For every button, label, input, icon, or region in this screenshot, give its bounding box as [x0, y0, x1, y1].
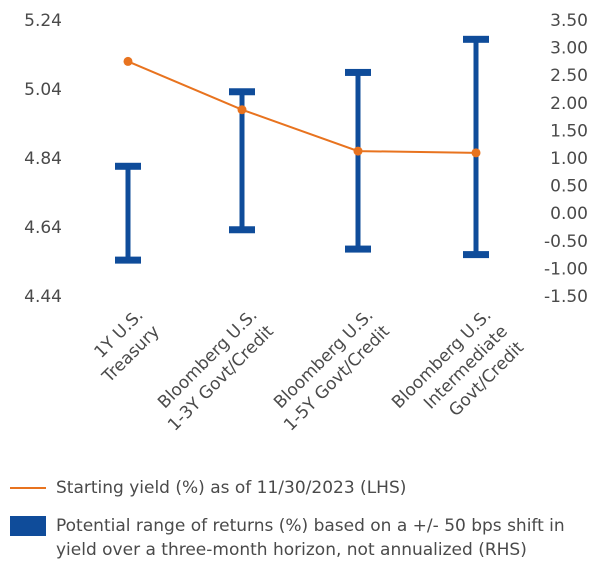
right-axis: 3.50 3.00 2.50 2.00 1.50 1.00 0.50 0.00 -0.50 -1.…	[544, 11, 588, 307]
range-bar-low-cap	[229, 226, 255, 234]
left-tick-label: 5.24	[24, 11, 62, 31]
right-tick-label: 0.00	[550, 204, 588, 224]
yield-point	[123, 56, 133, 66]
yield-line-series	[123, 56, 481, 158]
yield-line	[127, 60, 477, 154]
yield-point	[353, 146, 363, 156]
legend-label-range: Potential range of returns (%) based on …	[56, 516, 565, 560]
category-label: 1Y U.S.Treasury	[82, 305, 164, 387]
category-label: Bloomberg U.S.1-5Y Govt/Credit	[264, 305, 394, 435]
range-bar-low-cap	[115, 256, 141, 264]
range-bar	[345, 68, 371, 253]
left-tick-label: 5.04	[24, 80, 62, 100]
range-bar-low-cap	[345, 245, 371, 253]
right-tick-label: -1.50	[544, 287, 588, 307]
right-tick-label: -1.00	[544, 259, 588, 279]
right-tick-label: 3.50	[550, 11, 588, 31]
range-bar	[463, 35, 489, 259]
range-bar-stem	[355, 72, 361, 250]
range-bar-high-cap	[229, 88, 255, 96]
right-tick-label: 0.50	[550, 177, 588, 197]
legend-label-yield: Starting yield (%) as of 11/30/2023 (LHS…	[56, 478, 407, 498]
category-label: Bloomberg U.S.1-3Y Govt/Credit	[148, 305, 278, 435]
range-bar-stem	[239, 91, 245, 230]
range-yield-chart: 5.24 5.04 4.84 4.64 4.44 3.50 3.00 2.50 2.00 1.5…	[24, 11, 588, 445]
range-bar-high-cap	[345, 68, 371, 76]
legend-item-yield: Starting yield (%) as of 11/30/2023 (LHS…	[10, 476, 406, 500]
range-bar-low-cap	[463, 251, 489, 259]
range-bar-stem	[473, 39, 479, 255]
yield-point	[471, 148, 481, 158]
range-bar-high-cap	[115, 162, 141, 170]
right-tick-label: -0.50	[544, 232, 588, 252]
right-tick-label: 1.00	[550, 149, 588, 169]
range-series	[115, 35, 489, 264]
range-bar	[229, 88, 255, 234]
left-axis: 5.24 5.04 4.84 4.64 4.44	[24, 11, 62, 307]
right-tick-label: 3.00	[550, 39, 588, 59]
category-label: Bloomberg U.S.IntermediateGovt/Credit	[388, 305, 528, 445]
legend-line-swatch	[10, 487, 46, 489]
left-tick-label: 4.84	[24, 149, 62, 169]
range-bar	[115, 162, 141, 264]
legend-bar-swatch	[10, 516, 46, 536]
right-tick-label: 2.50	[550, 66, 588, 86]
yield-point	[237, 105, 247, 115]
range-bar-stem	[125, 166, 131, 261]
range-bar-high-cap	[463, 35, 489, 43]
left-tick-label: 4.44	[24, 287, 62, 307]
left-tick-label: 4.64	[24, 218, 62, 238]
right-tick-label: 1.50	[550, 121, 588, 141]
right-tick-label: 2.00	[550, 94, 588, 114]
legend-item-range: Potential range of returns (%) based on …	[10, 514, 590, 562]
